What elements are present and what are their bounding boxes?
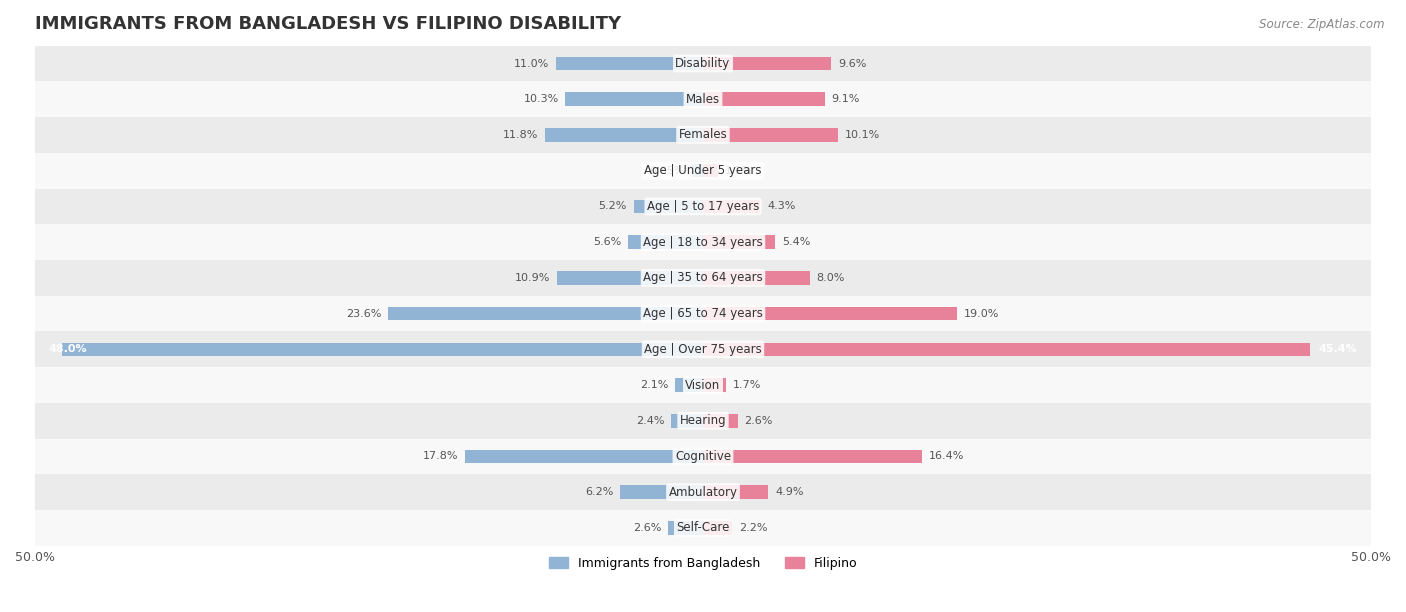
Text: 0.85%: 0.85% <box>650 166 685 176</box>
Bar <box>703 271 810 285</box>
Text: Self-Care: Self-Care <box>676 521 730 534</box>
Bar <box>35 224 1371 260</box>
Bar <box>35 439 1371 474</box>
Bar <box>703 200 761 213</box>
Text: 6.2%: 6.2% <box>585 487 613 497</box>
Bar <box>703 378 725 392</box>
Text: IMMIGRANTS FROM BANGLADESH VS FILIPINO DISABILITY: IMMIGRANTS FROM BANGLADESH VS FILIPINO D… <box>35 15 621 33</box>
Bar <box>703 307 957 320</box>
Bar <box>557 271 703 285</box>
Bar <box>703 343 1309 356</box>
Text: Disability: Disability <box>675 57 731 70</box>
Text: 5.6%: 5.6% <box>593 237 621 247</box>
Bar <box>675 378 703 392</box>
Text: 11.8%: 11.8% <box>503 130 538 140</box>
Bar <box>565 92 703 106</box>
Bar <box>388 307 703 320</box>
Text: 4.9%: 4.9% <box>775 487 804 497</box>
Bar <box>692 164 703 177</box>
Bar <box>634 200 703 213</box>
Bar <box>703 414 738 428</box>
Text: Source: ZipAtlas.com: Source: ZipAtlas.com <box>1260 18 1385 31</box>
Text: 45.4%: 45.4% <box>1319 345 1358 354</box>
Text: Age | 65 to 74 years: Age | 65 to 74 years <box>643 307 763 320</box>
Text: Females: Females <box>679 129 727 141</box>
Text: Ambulatory: Ambulatory <box>668 486 738 499</box>
Text: Age | Under 5 years: Age | Under 5 years <box>644 164 762 177</box>
Bar <box>703 57 831 70</box>
Bar <box>62 343 703 356</box>
Bar <box>35 403 1371 439</box>
Bar <box>35 117 1371 153</box>
Bar <box>703 521 733 535</box>
Bar <box>35 367 1371 403</box>
Text: 8.0%: 8.0% <box>817 273 845 283</box>
Bar <box>668 521 703 535</box>
Bar <box>628 236 703 249</box>
Text: 2.1%: 2.1% <box>640 380 668 390</box>
Text: 9.1%: 9.1% <box>831 94 859 104</box>
Text: 10.9%: 10.9% <box>516 273 551 283</box>
Bar <box>703 92 824 106</box>
Bar <box>620 485 703 499</box>
Text: Vision: Vision <box>685 379 721 392</box>
Text: 5.2%: 5.2% <box>599 201 627 211</box>
Text: 23.6%: 23.6% <box>346 308 381 319</box>
Bar <box>35 296 1371 332</box>
Text: 5.4%: 5.4% <box>782 237 810 247</box>
Bar <box>35 81 1371 117</box>
Text: 19.0%: 19.0% <box>963 308 998 319</box>
Bar <box>35 510 1371 546</box>
Bar <box>703 128 838 142</box>
Bar <box>703 450 922 463</box>
Bar <box>703 236 775 249</box>
Bar <box>555 57 703 70</box>
Text: 9.6%: 9.6% <box>838 59 866 69</box>
Legend: Immigrants from Bangladesh, Filipino: Immigrants from Bangladesh, Filipino <box>544 551 862 575</box>
Bar <box>546 128 703 142</box>
Text: 16.4%: 16.4% <box>929 452 965 461</box>
Bar <box>35 332 1371 367</box>
Bar <box>465 450 703 463</box>
Text: 1.1%: 1.1% <box>724 166 752 176</box>
Text: 11.0%: 11.0% <box>515 59 550 69</box>
Text: Age | 5 to 17 years: Age | 5 to 17 years <box>647 200 759 213</box>
Text: 10.1%: 10.1% <box>845 130 880 140</box>
Bar <box>35 260 1371 296</box>
Text: Age | 18 to 34 years: Age | 18 to 34 years <box>643 236 763 248</box>
Text: 17.8%: 17.8% <box>423 452 458 461</box>
Text: Males: Males <box>686 93 720 106</box>
Text: 2.2%: 2.2% <box>740 523 768 533</box>
Text: 2.6%: 2.6% <box>633 523 662 533</box>
Bar <box>703 164 717 177</box>
Bar <box>35 46 1371 81</box>
Text: 2.6%: 2.6% <box>744 416 773 426</box>
Text: 2.4%: 2.4% <box>636 416 664 426</box>
Text: Hearing: Hearing <box>679 414 727 427</box>
Bar <box>35 188 1371 224</box>
Text: 48.0%: 48.0% <box>48 345 87 354</box>
Bar <box>671 414 703 428</box>
Text: 10.3%: 10.3% <box>523 94 558 104</box>
Text: 4.3%: 4.3% <box>768 201 796 211</box>
Text: Cognitive: Cognitive <box>675 450 731 463</box>
Bar <box>35 153 1371 188</box>
Bar <box>703 485 769 499</box>
Text: 1.7%: 1.7% <box>733 380 761 390</box>
Text: Age | Over 75 years: Age | Over 75 years <box>644 343 762 356</box>
Bar <box>35 474 1371 510</box>
Text: Age | 35 to 64 years: Age | 35 to 64 years <box>643 271 763 285</box>
